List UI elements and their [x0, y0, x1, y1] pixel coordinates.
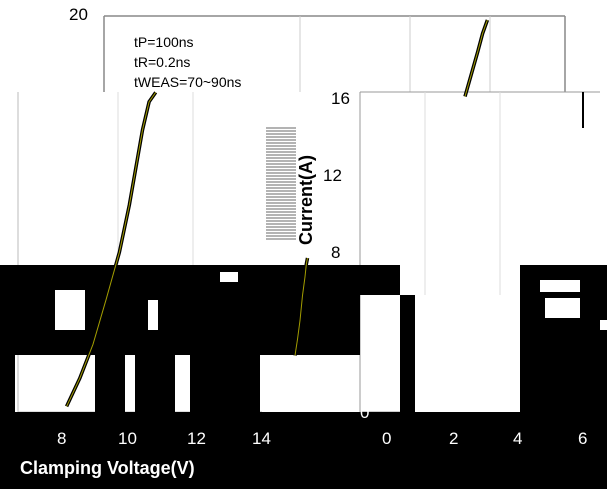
- annotation-tr: tR=0.2ns: [134, 54, 190, 70]
- x-tick-2: 2: [449, 429, 458, 448]
- annotation-tweas: tWEAS=70~90ns: [134, 74, 241, 90]
- y-tick-0: 0: [360, 403, 369, 422]
- x-tick-6: 6: [578, 429, 587, 448]
- x-axis-title: Clamping Voltage(V): [20, 458, 195, 478]
- x-tick-10: 10: [118, 429, 137, 448]
- middle-panel-hatch: [266, 127, 296, 240]
- y-tick-16: 16: [331, 89, 350, 108]
- x-tick-0: 0: [382, 429, 391, 448]
- x-tick-4: 4: [513, 429, 522, 448]
- black-overlay-band: [0, 265, 607, 489]
- y-tick-12: 12: [323, 166, 342, 185]
- y-tick-8: 8: [331, 243, 340, 262]
- series-line-highlight-left: [66, 92, 157, 407]
- x-tick-12: 12: [187, 429, 206, 448]
- x-tick-8: 8: [57, 429, 66, 448]
- data-curves: [65, 19, 490, 408]
- series-line-highlight-middle: [294, 257, 308, 356]
- y-tick-20: 20: [69, 5, 88, 24]
- y-axis-title: Current(A): [296, 155, 316, 245]
- x-tick-14: 14: [252, 429, 271, 448]
- series-line-highlight-right: [464, 19, 488, 97]
- y-tick-4: 4: [586, 321, 595, 340]
- annotation-tp: tP=100ns: [134, 34, 194, 50]
